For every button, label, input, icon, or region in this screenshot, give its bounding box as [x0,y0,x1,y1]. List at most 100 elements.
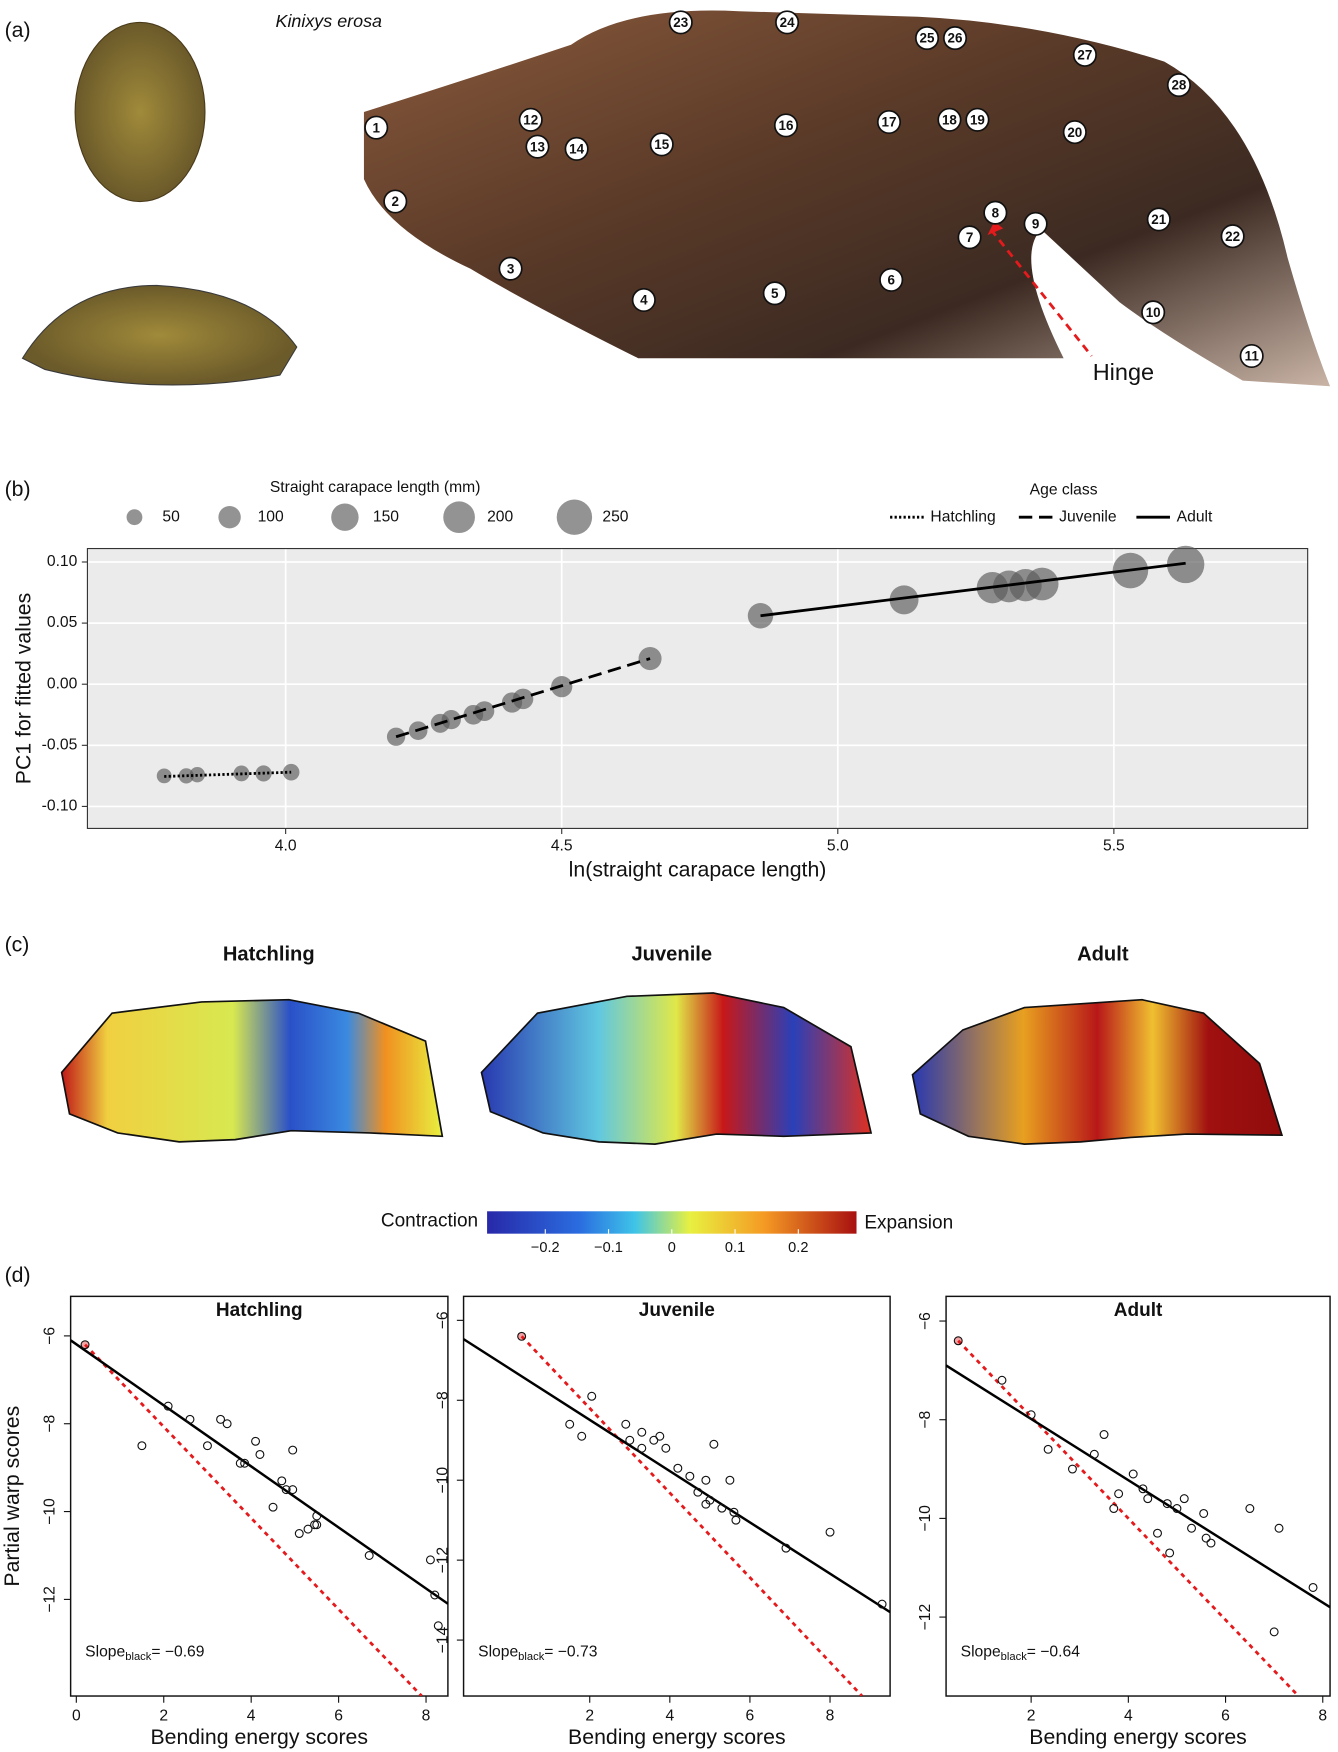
panel-label: (b) [5,477,31,501]
y-tick-label: −12 [42,1586,59,1613]
heatmap-title: Adult [1077,943,1129,965]
colorbar-tick-label: −0.1 [594,1240,623,1256]
legend-label: Juvenile [1059,508,1117,525]
y-tick-label: 0.10 [47,553,78,570]
size-legend-marker [218,506,240,528]
x-tick-label: 6 [334,1707,343,1724]
panel-label: (a) [5,18,31,42]
y-tick-label: −10 [435,1467,452,1494]
chart-title: Adult [1114,1300,1163,1321]
landmark-label: 23 [673,15,688,30]
slope-value: = −0.73 [544,1644,597,1661]
x-tick-label: 2 [585,1707,594,1724]
legend-label: Adult [1177,508,1213,525]
colorbar-tick-label: 0.1 [725,1240,745,1256]
legend-label: Hatchling [930,508,995,525]
chart-title: Hatchling [216,1300,303,1321]
landmark-label: 24 [780,15,795,30]
size-legend-label: 250 [602,508,628,525]
x-tick-label: 6 [746,1707,755,1724]
landmark-label: 11 [1245,349,1260,364]
x-tick-label: 4 [665,1707,674,1724]
landmark-label: 13 [530,139,545,154]
landmark-label: 9 [1032,217,1039,232]
size-legend-marker [331,503,358,530]
slope-subscript: black [518,1651,545,1663]
y-tick-label: −10 [42,1498,59,1525]
highlight-point [518,1332,526,1340]
species-name: Kinixys erosa [275,11,382,31]
x-tick-label: 5.5 [1103,837,1125,854]
landmark-label: 27 [1077,48,1092,63]
y-tick-label: −12 [917,1604,934,1631]
x-tick-label: 8 [826,1707,835,1724]
size-legend-label: 50 [162,508,180,525]
data-point [442,710,461,729]
size-legend-label: 150 [373,508,399,525]
data-point [1026,568,1059,601]
size-legend-label: 200 [487,508,513,525]
highlight-point [954,1337,962,1345]
slope-text: Slope [961,1644,1001,1661]
y-tick-label: −6 [917,1312,934,1330]
x-tick-label: 4.5 [551,837,573,854]
y-tick-label: −8 [917,1411,934,1429]
x-axis-label: Bending energy scores [151,1725,369,1749]
landmark-label: 8 [992,205,1000,220]
landmark-label: 16 [779,118,794,133]
landmark-label: 21 [1151,212,1166,227]
y-axis-label: PC1 for fitted values [11,593,35,784]
x-tick-label: 8 [422,1707,431,1724]
y-tick-label: 0.00 [47,675,78,692]
shell-photo [364,10,1330,386]
landmark-label: 22 [1225,229,1240,244]
colorbar-low-label: Contraction [381,1210,478,1231]
landmark-label: 28 [1171,78,1186,93]
x-tick-label: 6 [1221,1707,1230,1724]
landmark-label: 19 [970,112,985,127]
scatter-panel: 2468−12−10−8−6Bending energy scoresAdult… [917,1296,1330,1749]
slope-text: Slope [478,1644,518,1661]
panel-label: (d) [5,1263,31,1287]
slope-subscript: black [125,1651,152,1663]
landmark-label: 12 [523,112,538,127]
deformation-heatmap [481,993,871,1144]
figure: (a)(b)(c)(d)Kinixys erosa123456789101112… [0,0,1338,1752]
landmark-label: 15 [654,137,669,152]
x-tick-label: 4 [1124,1707,1133,1724]
y-tick-label: −6 [435,1311,452,1329]
turtle-side-photo [22,285,296,385]
landmark-label: 10 [1146,305,1161,320]
y-tick-label: −8 [42,1415,59,1433]
y-tick-label: −10 [917,1505,934,1532]
colorbar-tick-label: 0 [668,1240,676,1256]
scatter-panel: 2468−14−12−10−8−6Bending energy scoresJu… [435,1296,891,1749]
slope-text: Slope [85,1644,125,1661]
x-tick-label: 2 [159,1707,168,1724]
slope-value: = −0.69 [151,1644,204,1661]
landmark-label: 3 [507,261,514,276]
landmark-label: 5 [771,286,779,301]
y-tick-label: -0.10 [42,798,78,815]
slope-value: = −0.64 [1027,1644,1080,1661]
panel-a-art [22,10,1330,386]
landmark-label: 6 [887,273,894,288]
legend-title: Straight carapace length (mm) [270,479,481,496]
x-tick-label: 4.0 [275,837,297,854]
colorbar-tick-label: 0.2 [788,1240,808,1256]
landmark-label: 26 [948,31,963,46]
size-legend-label: 100 [258,508,284,525]
y-tick-label: −12 [435,1547,452,1574]
x-axis-label: Bending energy scores [568,1725,786,1749]
deformation-heatmap [912,1000,1281,1144]
x-axis-label: ln(straight carapace length) [569,858,827,882]
slope-subscript: black [1001,1651,1028,1663]
plot-border [71,1296,448,1696]
landmark-label: 4 [640,293,648,308]
legend-title: Age class [1030,481,1098,498]
y-tick-label: −6 [42,1327,59,1345]
colorbar-tick-label: −0.2 [531,1240,560,1256]
plot-border [946,1296,1330,1696]
landmark-label: 20 [1067,125,1082,140]
